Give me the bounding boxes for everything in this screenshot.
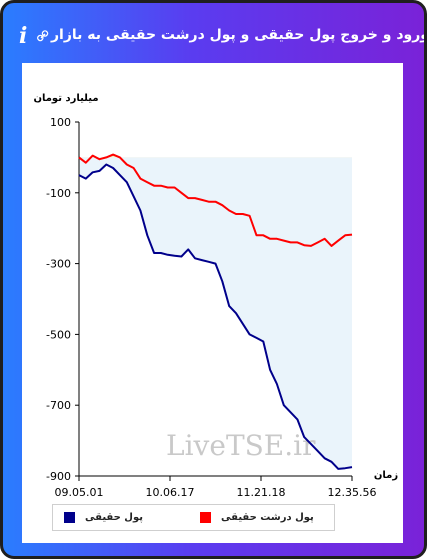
y-tick-label: -100 — [46, 187, 71, 200]
chart-legend: پول حقیقی پول درشت حقیقی — [52, 504, 335, 531]
y-tick-label: 100 — [50, 116, 71, 129]
series-line-real — [78, 163, 353, 470]
y-tick-label: -900 — [46, 470, 71, 483]
legend-swatch-large-real[interactable] — [200, 512, 211, 523]
y-tick-label: -700 — [46, 399, 71, 412]
y-tick-label: -500 — [46, 328, 71, 341]
series-line-large-real — [78, 153, 353, 247]
x-tick-label: 11.21.18 — [237, 486, 286, 499]
widget-title: برآیند ورود و خروج پول حقیقی و پول درشت … — [51, 27, 427, 43]
info-icon[interactable]: i — [19, 23, 28, 49]
x-tick-label: 09.05.01 — [55, 486, 104, 499]
area-real — [79, 157, 352, 469]
chart-plot: LiveTSE.ir 100 -100 -300 -500 -700 -900 09.05.0… — [33, 93, 398, 499]
legend-swatch-real[interactable] — [64, 512, 75, 523]
watermark: LiveTSE.ir — [166, 429, 316, 462]
widget-header: i برآیند ورود و خروج پول حقیقی و پول درش… — [3, 3, 424, 65]
x-tick-label: 12.35.56 — [328, 486, 377, 499]
x-axis-title: زمان — [374, 470, 398, 481]
y-tick-label: -300 — [46, 258, 71, 271]
x-tick-label: 10.06.17 — [146, 486, 195, 499]
legend-label-real[interactable]: پول حقیقی — [85, 512, 143, 523]
chart-card: LiveTSE.ir 100 -100 -300 -500 -700 -900 09.05.0… — [22, 63, 403, 543]
link-icon[interactable] — [37, 30, 49, 42]
legend-label-large-real[interactable]: پول درشت حقیقی — [221, 512, 314, 523]
y-axis-title: میلیارد تومان — [33, 93, 98, 104]
